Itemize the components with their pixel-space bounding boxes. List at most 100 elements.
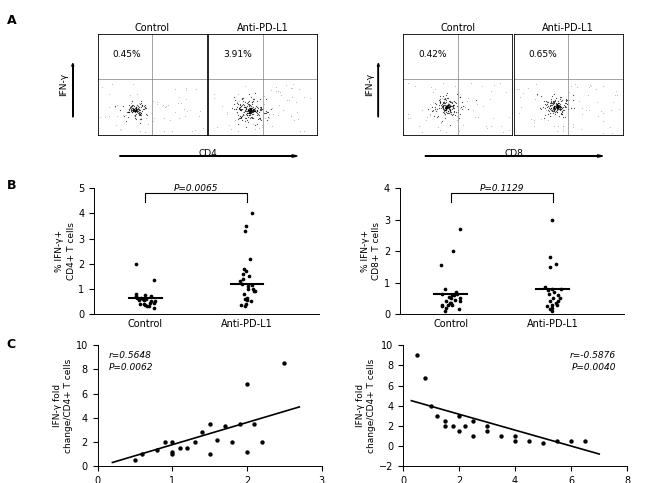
- Point: [477, 82, 488, 89]
- Point: [447, 99, 457, 107]
- Point: [135, 119, 145, 127]
- Point: [255, 106, 265, 114]
- Point: [242, 106, 253, 114]
- Point: [543, 110, 554, 118]
- Point: [244, 105, 255, 113]
- Point: [235, 277, 245, 285]
- Point: [560, 99, 571, 107]
- Point: [244, 97, 254, 104]
- Point: [242, 102, 252, 110]
- Text: 0.42%: 0.42%: [418, 50, 447, 58]
- Point: [180, 86, 190, 94]
- Y-axis label: % IFN-γ+
CD4+ T cells: % IFN-γ+ CD4+ T cells: [55, 222, 75, 280]
- Title: Control: Control: [440, 23, 475, 33]
- Point: [441, 103, 452, 111]
- Point: [450, 82, 460, 90]
- Point: [425, 111, 436, 119]
- Point: [553, 99, 564, 107]
- Point: [442, 102, 452, 110]
- Point: [523, 84, 534, 92]
- Point: [262, 108, 272, 116]
- Point: [252, 103, 263, 111]
- Point: [441, 298, 451, 305]
- Point: [129, 105, 140, 113]
- Point: [174, 93, 184, 100]
- Point: [249, 107, 259, 115]
- Point: [441, 102, 452, 110]
- Point: [448, 109, 459, 116]
- Point: [131, 90, 142, 98]
- Point: [454, 427, 464, 435]
- Point: [607, 129, 618, 137]
- Point: [422, 105, 433, 113]
- Point: [138, 296, 149, 304]
- Point: [555, 110, 566, 117]
- Point: [555, 100, 566, 108]
- Point: [547, 99, 557, 107]
- Point: [495, 79, 505, 87]
- Point: [560, 98, 571, 105]
- Point: [243, 100, 254, 108]
- Point: [437, 302, 447, 310]
- Point: [127, 101, 138, 109]
- Point: [455, 110, 465, 118]
- Point: [131, 106, 141, 114]
- Point: [512, 85, 523, 93]
- Point: [232, 109, 242, 117]
- Point: [244, 107, 254, 115]
- Point: [161, 102, 172, 110]
- Point: [259, 109, 269, 117]
- Point: [167, 450, 177, 458]
- Point: [552, 106, 563, 114]
- Point: [439, 109, 449, 117]
- Point: [140, 101, 151, 109]
- Point: [244, 109, 254, 116]
- Point: [452, 116, 462, 124]
- Point: [127, 107, 138, 115]
- Point: [138, 102, 149, 110]
- Point: [129, 102, 139, 110]
- Point: [568, 120, 578, 128]
- Point: [235, 103, 245, 111]
- Point: [556, 104, 567, 112]
- Point: [514, 109, 524, 116]
- Point: [235, 105, 246, 113]
- Point: [162, 101, 173, 109]
- Point: [124, 108, 135, 116]
- Point: [546, 106, 556, 114]
- Point: [596, 108, 606, 115]
- Point: [554, 102, 565, 110]
- Point: [134, 106, 144, 114]
- Point: [284, 96, 294, 104]
- Point: [548, 105, 558, 113]
- Point: [112, 101, 122, 109]
- Point: [554, 103, 564, 111]
- Point: [131, 105, 141, 113]
- Point: [126, 107, 136, 115]
- Point: [292, 108, 302, 116]
- Point: [570, 80, 580, 88]
- Point: [131, 106, 141, 114]
- Point: [436, 95, 447, 102]
- Point: [550, 110, 560, 118]
- Point: [452, 112, 462, 120]
- Point: [234, 420, 244, 428]
- Point: [549, 96, 560, 104]
- Point: [551, 94, 562, 102]
- Point: [256, 106, 266, 114]
- Point: [442, 102, 452, 110]
- Point: [566, 437, 577, 445]
- Point: [239, 101, 250, 109]
- Point: [435, 99, 445, 107]
- Point: [455, 225, 465, 233]
- Point: [485, 95, 495, 102]
- Point: [245, 114, 255, 121]
- Point: [241, 109, 252, 116]
- Point: [556, 105, 566, 113]
- Point: [293, 115, 304, 123]
- Point: [131, 105, 142, 113]
- Point: [244, 110, 255, 117]
- Point: [136, 103, 146, 111]
- Point: [550, 105, 560, 113]
- Point: [237, 96, 248, 103]
